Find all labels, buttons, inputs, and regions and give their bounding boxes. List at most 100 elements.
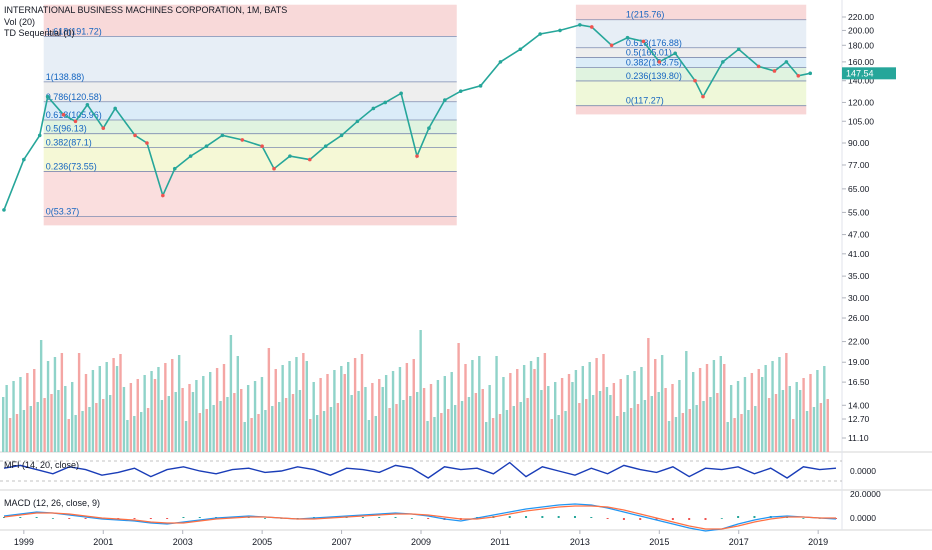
volume-bar <box>5 385 8 452</box>
volume-bar <box>447 409 450 452</box>
volume-bar <box>360 354 364 452</box>
volume-bar <box>757 369 760 452</box>
macd-histogram-bar <box>541 516 544 518</box>
volume-bar <box>305 361 308 452</box>
volume-bar <box>443 376 446 452</box>
volume-bar <box>57 390 60 452</box>
volume-bar <box>726 422 729 452</box>
volume-bar <box>719 356 722 452</box>
volume-bar <box>709 397 712 452</box>
volume-bar <box>19 377 22 452</box>
volume-bar <box>512 406 515 452</box>
volume-bar <box>309 419 312 452</box>
volume-bar <box>8 418 12 452</box>
volume-bar <box>560 378 564 452</box>
volume-bar <box>516 369 519 452</box>
volume-bar <box>823 366 826 452</box>
price-point <box>61 112 66 117</box>
volume-bar <box>585 399 588 452</box>
macd-histogram-bar <box>508 516 511 518</box>
volume-bar <box>84 374 88 452</box>
price-point <box>721 60 725 64</box>
volume-bar <box>591 395 595 452</box>
volume-bar <box>522 365 526 452</box>
volume-bar <box>678 380 681 452</box>
price-point <box>443 98 447 102</box>
volume-bar <box>564 411 567 452</box>
mfi-panel-label: MFI (14, 20, close) <box>4 460 80 470</box>
volume-bar <box>240 389 243 452</box>
y-tick-label: 26.00 <box>848 313 870 323</box>
volume-bar <box>364 387 367 452</box>
volume-bar <box>491 418 495 452</box>
macd-histogram-bar <box>182 517 185 518</box>
price-point <box>415 154 419 158</box>
volume-bar <box>246 385 250 452</box>
volume-bar <box>440 413 443 452</box>
volume-bar <box>781 390 785 452</box>
volume-bar <box>533 369 536 452</box>
volume-bar <box>588 362 591 452</box>
volume-bar <box>43 398 46 452</box>
price-point <box>272 166 276 171</box>
volume-bar <box>747 410 750 452</box>
volume-bar <box>91 370 95 452</box>
volume-bar <box>609 395 612 452</box>
price-point <box>383 100 388 105</box>
volume-bar <box>322 411 326 452</box>
y-tick-label: 35.00 <box>848 271 870 281</box>
x-tick-label: 2009 <box>411 537 431 547</box>
fib1-level-label: 0.382(87.1) <box>46 138 92 148</box>
volume-bar <box>802 378 805 452</box>
x-tick-label: 1999 <box>14 537 34 547</box>
y-tick-label: 55.00 <box>848 207 870 217</box>
volume-bar <box>605 387 609 452</box>
volume-bar <box>650 396 653 452</box>
y-tick-label: 41.00 <box>848 249 870 259</box>
volume-bar <box>602 354 605 452</box>
fib1-level-label: 0.786(120.58) <box>46 92 102 102</box>
volume-bar <box>22 410 26 452</box>
fib1-level-label: 0.236(73.55) <box>46 161 97 171</box>
volume-bar <box>157 367 160 452</box>
price-point <box>113 106 117 111</box>
volume-bar <box>2 397 5 452</box>
volume-bar <box>395 404 398 452</box>
price-point <box>85 103 90 107</box>
volume-bar <box>464 364 467 452</box>
price-point <box>478 84 483 88</box>
price-point <box>589 25 594 29</box>
volume-bar <box>347 362 350 452</box>
volume-bar <box>357 391 360 452</box>
macd-histogram-bar <box>394 517 397 518</box>
y-tick-label: 14.00 <box>848 400 870 410</box>
y-tick-label: 200.00 <box>848 25 874 35</box>
volume-bar <box>181 388 184 452</box>
volume-bar <box>495 356 498 452</box>
volume-bar <box>133 416 136 452</box>
fib2-zone <box>575 105 807 115</box>
price-point <box>204 144 209 148</box>
volume-bar <box>326 374 329 452</box>
volume-bar <box>595 358 598 452</box>
td-sequential-label: TD Sequential (0) <box>4 28 75 38</box>
macd-histogram-bar <box>198 517 201 518</box>
volume-bar <box>723 364 726 452</box>
fib2-level-label: 0.382(153.75) <box>626 58 682 68</box>
price-point <box>161 193 165 198</box>
volume-bar <box>108 395 112 452</box>
volume-bar <box>629 408 633 452</box>
volume-bar <box>805 411 809 452</box>
y-tick-label: 11.10 <box>848 433 869 443</box>
volume-bar <box>578 403 581 452</box>
volume-bar <box>371 383 374 452</box>
volume-bar <box>733 418 736 452</box>
y-tick-label: 77.00 <box>848 160 870 170</box>
volume-bar <box>436 380 440 452</box>
volume-bar <box>809 374 812 452</box>
volume-bar <box>409 396 412 452</box>
volume-bar <box>119 354 122 452</box>
volume-bar <box>229 335 233 452</box>
